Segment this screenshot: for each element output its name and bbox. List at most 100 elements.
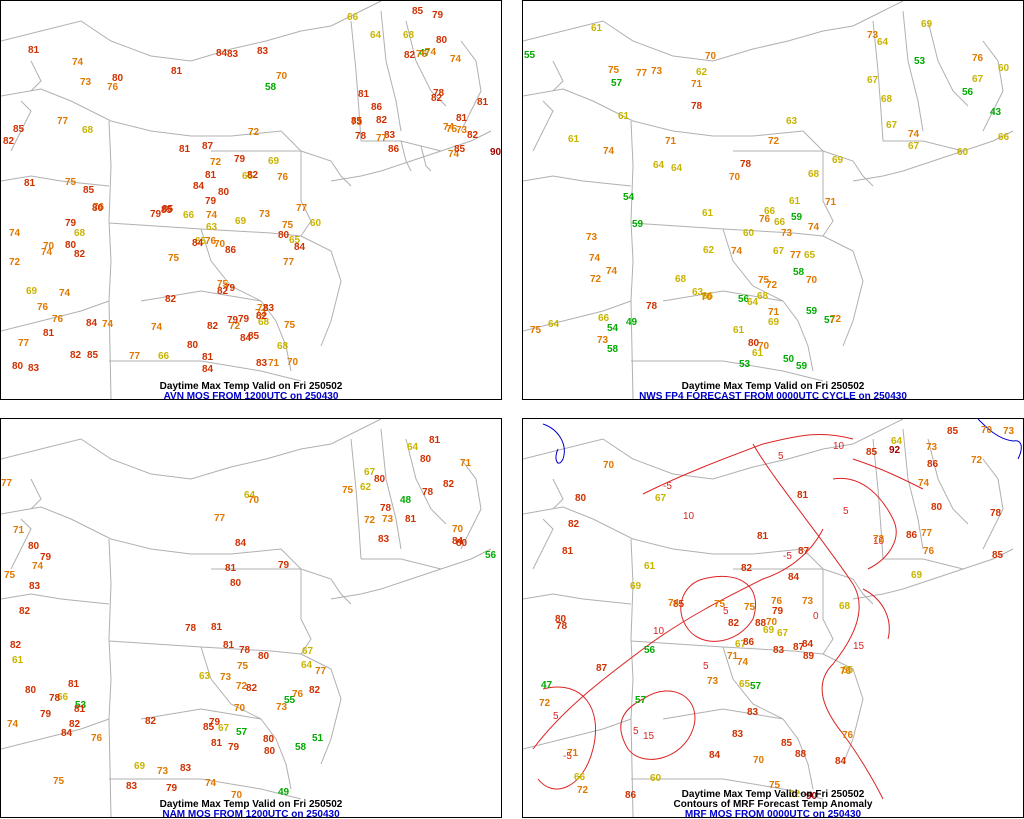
temp-value: 54 [623, 192, 635, 203]
temp-value: 86 [927, 459, 939, 470]
contour-line [542, 423, 565, 464]
temp-value: 69 [832, 155, 844, 166]
temp-value: 85 [947, 426, 959, 437]
temp-value: 90 [806, 791, 818, 802]
temp-value: 78 [433, 88, 445, 99]
temp-value: 79 [234, 154, 246, 165]
temp-value: 74 [737, 657, 749, 668]
temp-value: 51 [312, 733, 324, 744]
temp-value: 80 [12, 361, 24, 372]
contour-line [532, 528, 824, 750]
temp-value: 85 [781, 738, 793, 749]
temp-value: 58 [265, 82, 277, 93]
temp-value: 84 [788, 572, 800, 583]
temp-value: 58 [607, 344, 619, 355]
temp-value: 76 [205, 236, 217, 247]
temp-value: 74 [443, 122, 455, 133]
temp-value: 67 [886, 120, 898, 131]
temp-value: 72 [9, 257, 21, 268]
contour-line [620, 690, 696, 760]
temp-value: 63 [692, 287, 704, 298]
temp-value: 78 [691, 101, 703, 112]
temp-value: 82 [217, 286, 229, 297]
temp-value: 63 [786, 116, 798, 127]
temp-value: 85 [13, 124, 25, 135]
temp-value: 76 [93, 202, 105, 213]
temp-value: 72 [229, 321, 241, 332]
temp-value: 74 [603, 146, 615, 157]
temp-value: 62 [360, 482, 372, 493]
temp-value: 75 [168, 253, 180, 264]
contour-label: -5 [783, 551, 792, 562]
temp-value: 63 [206, 222, 218, 233]
temp-value: 64 [301, 660, 313, 671]
temp-value: 87 [798, 546, 810, 557]
temp-value: 74 [151, 322, 163, 333]
temp-value: 68 [881, 94, 893, 105]
temp-value: 90 [490, 147, 501, 158]
temp-value: 77 [636, 68, 648, 79]
temp-value: 70 [753, 755, 765, 766]
temp-value: 70 [287, 357, 299, 368]
temp-value: 85 [161, 205, 173, 216]
temp-value: 76 [759, 214, 771, 225]
temp-value: 68 [757, 291, 769, 302]
temp-value: 67 [867, 75, 879, 86]
temp-value: 71 [665, 136, 677, 147]
temp-value: 69 [763, 625, 775, 636]
temp-value: 66 [158, 351, 170, 362]
temp-value: 82 [10, 640, 22, 651]
temp-value: 69 [268, 156, 280, 167]
temp-value: 82 [256, 311, 268, 322]
temp-value: 82 [3, 136, 15, 147]
temp-value: 85 [454, 144, 466, 155]
map-source: AVN MOS FROM 1200UTC on 250430 [163, 391, 339, 400]
temp-value: 84 [802, 639, 814, 650]
contour-line [680, 575, 757, 642]
temp-value: 55 [524, 50, 536, 61]
map-title: Daytime Max Temp Valid on Fri 250502 [159, 799, 343, 810]
temperature-values: 4964707148585155535756616263666464677072… [1, 435, 497, 801]
temp-value: 83 [180, 763, 192, 774]
temp-value: 70 [214, 239, 226, 250]
temp-value: 89 [803, 651, 815, 662]
temp-value: 81 [223, 640, 235, 651]
temp-value: 86 [625, 790, 637, 801]
temp-value: 76 [52, 314, 64, 325]
temp-value: 78 [49, 693, 61, 704]
temp-value: 81 [202, 352, 214, 363]
temp-value: 65 [195, 236, 207, 247]
temp-value: 82 [145, 716, 157, 727]
temp-value: 60 [310, 218, 322, 229]
temp-value: 81 [456, 113, 468, 124]
temp-value: 74 [808, 222, 820, 233]
temp-value: 75 [758, 275, 770, 286]
temp-value: 61 [591, 23, 603, 34]
temp-value: 85 [992, 550, 1004, 561]
temp-value: 57 [611, 78, 623, 89]
temp-value: 73 [456, 125, 468, 136]
temp-value: 87 [596, 663, 608, 674]
temp-value: 79 [205, 196, 217, 207]
temp-value: 74 [731, 246, 743, 257]
temp-value: 73 [707, 676, 719, 687]
temp-value: 64 [370, 30, 382, 41]
temp-value: 73 [276, 702, 288, 713]
temperature-values: 5769676547565760616265707074727370757672… [539, 425, 1015, 802]
temp-value: 74 [908, 129, 920, 140]
temp-value: 70 [705, 51, 717, 62]
temp-value: 72 [248, 127, 260, 138]
temp-value: 71 [691, 79, 703, 90]
temp-value: 65 [842, 665, 854, 676]
temp-value: 56 [738, 294, 750, 305]
temp-value: 66 [57, 692, 69, 703]
contour-label: 15 [853, 641, 865, 652]
temp-value: 80 [456, 538, 468, 549]
temp-value: 74 [450, 54, 462, 65]
temp-value: 88 [795, 749, 807, 760]
map-title: Daytime Max Temp Valid on Fri 250502 [681, 789, 865, 800]
temp-value: 82 [467, 130, 479, 141]
temp-value: 70 [452, 524, 464, 535]
